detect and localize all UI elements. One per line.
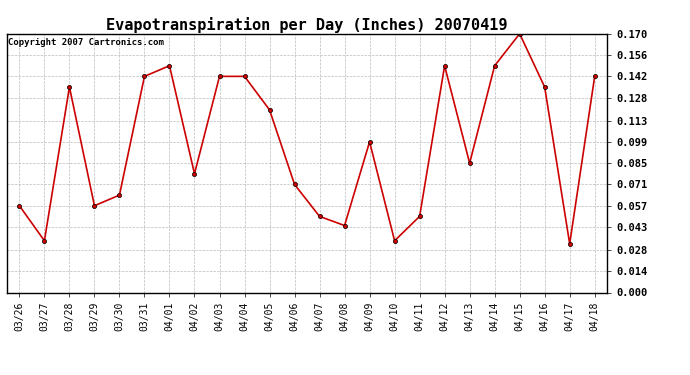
Text: Copyright 2007 Cartronics.com: Copyright 2007 Cartronics.com: [8, 38, 164, 46]
Title: Evapotranspiration per Day (Inches) 20070419: Evapotranspiration per Day (Inches) 2007…: [106, 16, 508, 33]
